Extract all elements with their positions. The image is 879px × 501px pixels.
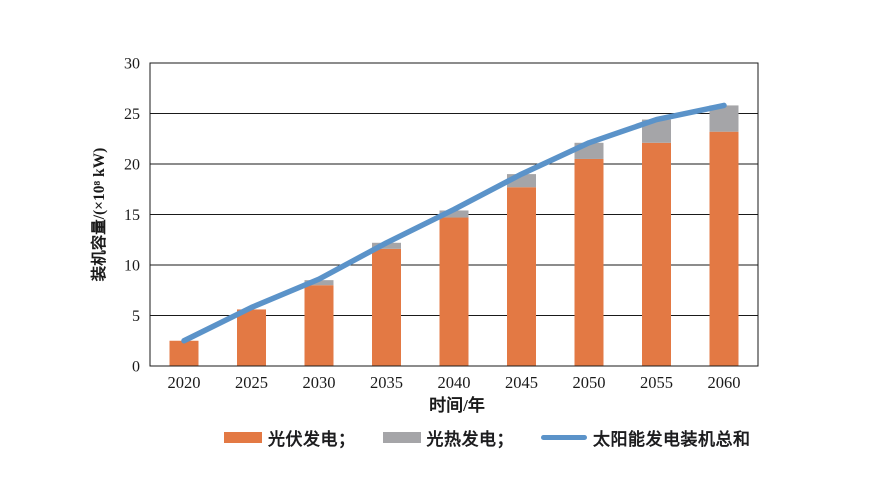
x-tick-label-2060: 2060 (708, 373, 741, 392)
y-tick-label-0: 0 (132, 359, 140, 376)
legend-item-csp: 光热发电； (382, 425, 515, 450)
total-capacity-line (181, 102, 727, 344)
x-axis-title: 时间/年 (429, 395, 485, 415)
bar-segment-光伏发电-2040 (439, 217, 469, 366)
y-tick-label-5: 5 (132, 308, 140, 325)
legend-item-total: 太阳能发电装机总和 (541, 425, 751, 450)
bar-segment-光伏发电-2030 (304, 285, 334, 366)
legend-item-pv: 光伏发电； (224, 425, 356, 450)
x-tick-label-2025: 2025 (235, 373, 268, 392)
y-tick-label-25: 25 (124, 106, 140, 123)
y-tick-label-10: 10 (124, 258, 140, 275)
y-tick-label-20: 20 (124, 157, 140, 174)
legend-label-total: 太阳能发电装机总和 (593, 430, 751, 449)
bar-segment-光伏发电-2055 (642, 142, 671, 366)
x-tick-label-2045: 2045 (505, 373, 538, 392)
bar-segment-光热发电-2040 (439, 210, 469, 218)
bar-segment-光热发电-2055 (642, 119, 671, 143)
chart-legend: 光伏发电； 光热发电； 太阳能发电装机总和 (224, 425, 751, 450)
pv-color-swatch (224, 432, 262, 443)
x-tick-label-2035: 2035 (370, 373, 403, 392)
bar-segment-光伏发电-2035 (372, 248, 401, 366)
plot-frame (149, 62, 759, 367)
y-axis-title: 装机容量/(×10⁸ kW) (89, 148, 108, 283)
y-tick-label-15: 15 (124, 207, 140, 224)
csp-color-swatch (382, 432, 421, 443)
bar-segment-光伏发电-2050 (574, 158, 604, 366)
x-tick-label-2055: 2055 (640, 373, 673, 392)
legend-label-csp: 光热发电； (426, 430, 514, 449)
y-tick-label-30: 30 (124, 56, 140, 73)
x-tick-label-2020: 2020 (168, 373, 201, 392)
total-line-swatch (541, 435, 587, 440)
bar-segment-光伏发电-2020 (169, 340, 199, 366)
bar-segment-光伏发电-2025 (237, 309, 266, 366)
x-tick-label-2050: 2050 (573, 373, 606, 392)
x-tick-label-2030: 2030 (303, 373, 336, 392)
bar-segment-光伏发电-2060 (709, 131, 739, 366)
bar-segment-光伏发电-2045 (507, 187, 536, 366)
bar-segment-光热发电-2030 (304, 280, 334, 286)
legend-label-pv: 光伏发电； (268, 430, 356, 449)
x-tick-label-2040: 2040 (438, 373, 471, 392)
